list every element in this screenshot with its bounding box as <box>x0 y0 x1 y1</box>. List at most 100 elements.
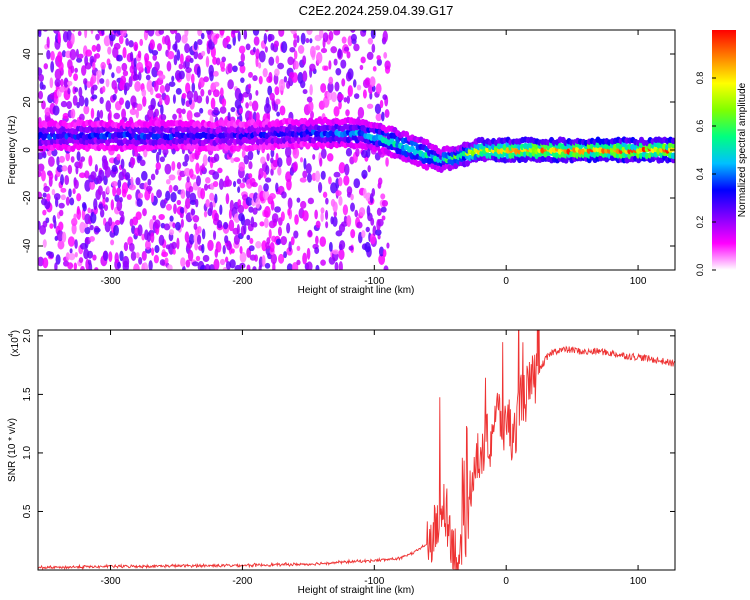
spectrogram-cell <box>160 114 167 121</box>
spectrogram-cell <box>288 241 292 252</box>
spectrogram-y-ticks: -40 -20 0 20 40 <box>22 48 675 253</box>
spectrogram-cell <box>200 32 205 40</box>
spectrogram-cell <box>102 197 106 207</box>
spectrogram-cell <box>258 75 263 85</box>
spectrogram-cell <box>343 175 350 186</box>
spectrogram-cell <box>255 89 259 96</box>
spectrogram-cell <box>88 155 93 167</box>
spectrogram-cell <box>189 192 197 203</box>
spectrogram-cell <box>112 93 117 101</box>
spectrogram-cell <box>302 252 308 265</box>
spectrogram-cell <box>146 79 153 92</box>
spectrogram-cell <box>186 90 194 101</box>
spectrogram-cell <box>314 170 321 183</box>
spectrogram-cell <box>203 210 208 218</box>
spectrogram-cell <box>263 183 269 192</box>
spectrogram-cell <box>103 204 109 212</box>
spectrogram-cell <box>111 79 118 90</box>
spectrogram-cell <box>365 226 370 233</box>
spectrogram-cell <box>347 68 354 80</box>
spectrogram-cell <box>297 45 305 54</box>
spectrogram-cell <box>346 95 351 104</box>
spectrogram-cell <box>169 30 176 35</box>
spectrogram-cell <box>353 93 360 99</box>
spectrogram-cell <box>129 184 136 191</box>
spectrogram-cell <box>116 187 122 196</box>
spectrogram-cell <box>42 209 47 216</box>
spectrogram-cell <box>239 251 247 263</box>
spectrogram-cell <box>219 87 224 97</box>
spectrogram-cell <box>70 156 75 163</box>
spectrogram-cell <box>328 30 334 41</box>
spectrogram-cell <box>156 43 162 52</box>
colorbar-ticks: 0.0 0.2 0.4 0.6 0.8 <box>695 72 716 276</box>
spectrogram-cell <box>266 237 271 245</box>
spectrogram-cell <box>52 105 60 116</box>
spectrogram-cell <box>61 50 67 58</box>
spectrogram-cell <box>131 157 136 166</box>
spectrogram-cell <box>239 107 243 114</box>
spectrogram-cell <box>71 217 78 227</box>
spectrogram-cell <box>186 110 193 122</box>
spectrogram-cell <box>248 206 254 213</box>
spectrogram-cell <box>164 83 171 93</box>
spectrogram-cell <box>381 111 385 122</box>
spectrogram-cell <box>234 99 242 109</box>
spectrogram-cell <box>241 149 246 159</box>
spectrogram-cell <box>379 99 384 109</box>
spectrogram-cell <box>283 22 289 30</box>
spectrogram-cell <box>80 156 86 162</box>
spectrogram-cell <box>262 188 270 201</box>
spectrogram-cell <box>196 95 203 104</box>
spectrogram-cell <box>239 246 243 254</box>
spectrogram-cell <box>219 204 223 215</box>
spectrogram-cell <box>110 239 115 246</box>
spectrogram-cell <box>203 183 209 191</box>
spectrogram-cell <box>185 70 191 82</box>
spectrogram-cell <box>67 88 71 95</box>
spectrogram-cell <box>255 112 260 122</box>
spectrogram-cell <box>38 30 42 35</box>
spectrogram-cell <box>129 51 134 62</box>
spectrogram-ridge-cell <box>670 152 675 160</box>
spectrogram-cell <box>249 237 254 245</box>
spectrogram-cell <box>337 48 342 59</box>
y-tick-label: 0.5 <box>22 504 33 518</box>
spectrogram-cell <box>330 46 338 54</box>
spectrogram-cell <box>269 241 275 253</box>
spectrogram-cell <box>323 30 326 31</box>
spectrogram-cell <box>382 94 388 100</box>
spectrogram-cell <box>85 49 93 57</box>
spectrogram-cell <box>69 197 75 206</box>
spectrogram-cell <box>81 65 87 76</box>
spectrogram-cell <box>308 100 314 113</box>
spectrogram-cell <box>41 84 46 90</box>
spectrogram-cell <box>153 254 159 264</box>
spectrogram-cell <box>60 174 65 186</box>
spectrogram-cell <box>273 40 279 48</box>
spectrogram-cell <box>95 53 101 59</box>
spectrogram-cell <box>343 46 350 52</box>
spectrogram-cell <box>287 208 291 216</box>
spectrogram-cell <box>333 30 341 36</box>
spectrogram-cell <box>78 159 83 170</box>
spectrogram-cell <box>334 81 340 92</box>
spectrogram-cell <box>197 225 202 234</box>
snr-y-scale-exponent: 4 <box>8 333 15 337</box>
spectrogram-cell <box>315 45 321 51</box>
spectrogram-cell <box>233 30 240 34</box>
spectrogram-cell <box>239 182 246 189</box>
spectrogram-cell <box>330 91 337 103</box>
spectrogram-cell <box>238 45 246 54</box>
spectrogram-cell <box>133 263 140 270</box>
spectrogram-cell <box>186 176 190 183</box>
spectrogram-y-axis-label: Frequency (Hz) <box>7 116 18 185</box>
spectrogram-cell <box>293 60 299 70</box>
spectrogram-cell <box>73 179 79 190</box>
spectrogram-cell <box>67 80 73 86</box>
spectrogram-cell <box>367 37 374 45</box>
spectrogram-cell <box>265 96 270 109</box>
spectrogram-cell <box>118 97 125 105</box>
spectrogram-cell <box>155 162 161 171</box>
spectrogram-cell <box>297 72 304 84</box>
